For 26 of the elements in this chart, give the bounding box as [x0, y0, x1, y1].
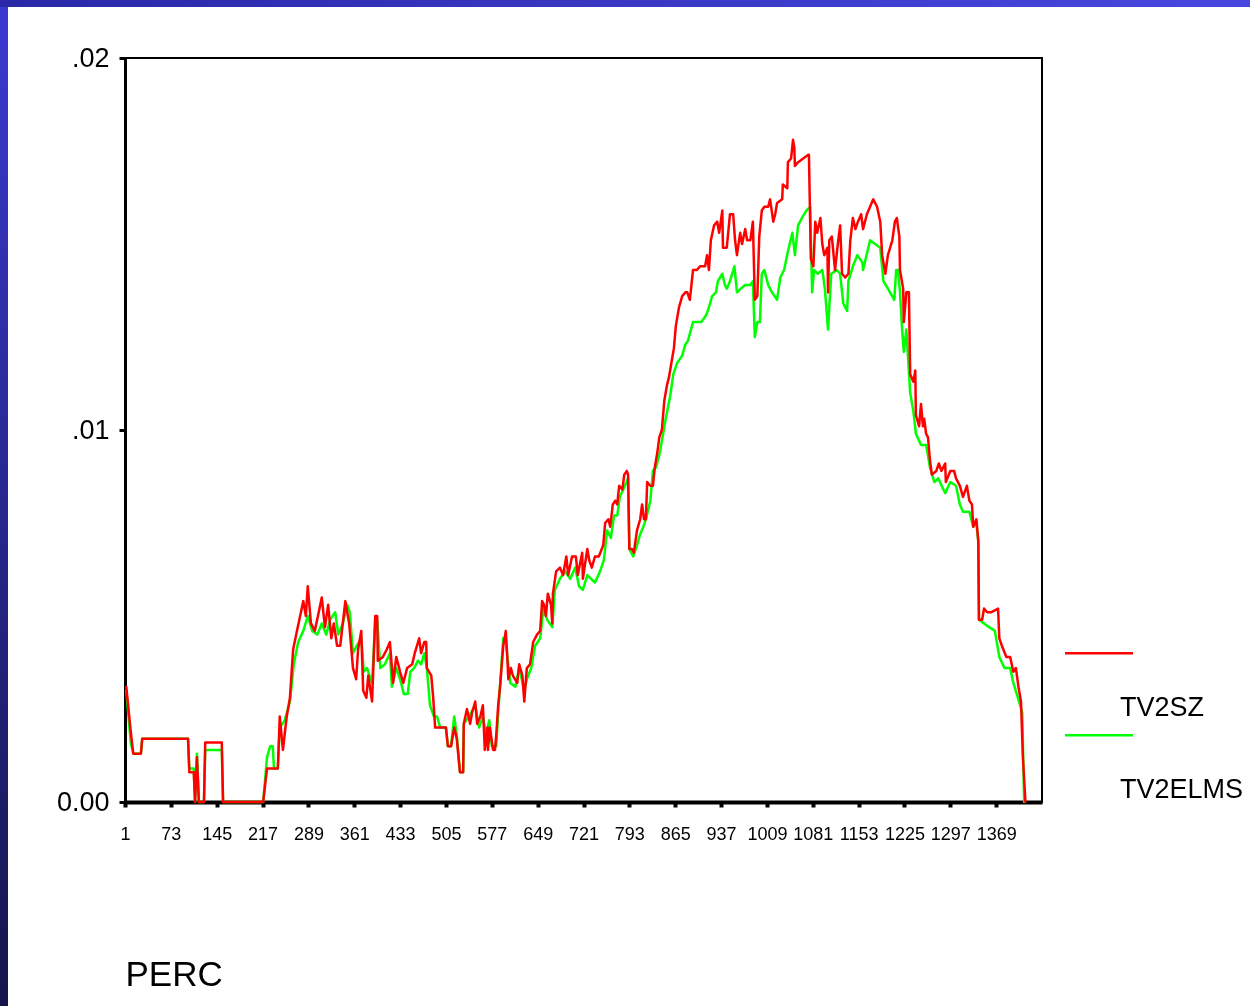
x-tick-label: 1009: [747, 823, 788, 844]
x-tick-label: 505: [431, 823, 462, 844]
x-tick-label: 793: [614, 823, 645, 844]
x-tick-label: 721: [568, 823, 600, 844]
y-tick-label: 0.00: [56, 786, 110, 817]
x-tick-label: 1225: [884, 823, 925, 844]
x-tick-label: 73: [161, 823, 182, 844]
x-tick-label: 289: [293, 823, 324, 844]
x-tick-label: 1081: [793, 823, 834, 844]
x-tick-label: 361: [339, 823, 370, 844]
text: TV2ELMS: [1120, 774, 1244, 805]
x-tick-label: 217: [248, 823, 279, 844]
x-axis-title: PERC: [125, 953, 223, 993]
x-tick-label: 1297: [930, 823, 971, 844]
x-tick-label: 1369: [976, 823, 1017, 844]
x-tick-label: 649: [523, 823, 554, 844]
x-tick-label: 433: [385, 823, 416, 844]
x-tick-label: 1153: [839, 823, 879, 844]
x-tick-label: 145: [202, 823, 233, 844]
x-tick-label: 577: [477, 823, 508, 844]
text: TV2SZ: [1120, 692, 1205, 723]
x-tick-label: 865: [660, 823, 691, 844]
y-tick-label: .02: [71, 42, 110, 73]
y-tick-label: .01: [71, 414, 110, 445]
x-tick-label: 1: [120, 823, 131, 844]
x-tick-label: 937: [706, 823, 737, 844]
